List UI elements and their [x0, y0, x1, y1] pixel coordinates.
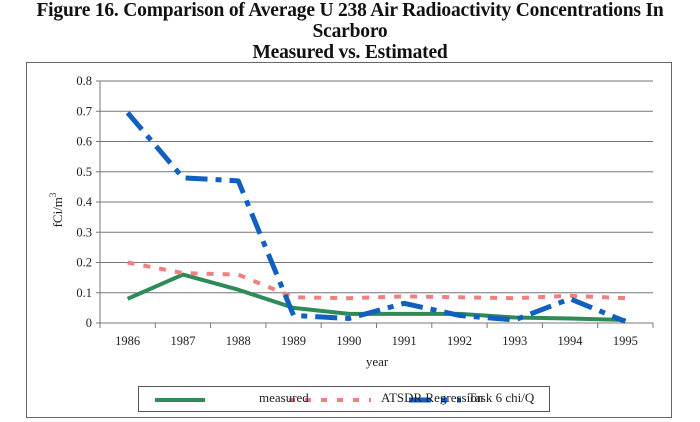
- legend-swatches: [155, 397, 461, 403]
- x-tick-label: 1986: [115, 334, 140, 348]
- x-tick-label: 1989: [281, 334, 306, 348]
- series-lines: [125, 111, 627, 324]
- x-tick-label: 1990: [336, 334, 361, 348]
- series-line-task-6-chi-q: [125, 111, 627, 324]
- x-tick-label: 1987: [170, 334, 195, 348]
- x-tick-label: 1994: [558, 334, 584, 348]
- x-tick-label: 1993: [502, 334, 527, 348]
- axes: [96, 80, 654, 328]
- y-tick-labels: 0 0.1 0.2 0.3 0.4 0.5 0.6 0.7 0.8: [76, 74, 92, 330]
- x-axis-label: year: [366, 354, 389, 369]
- y-tick-label: 0.1: [76, 286, 92, 300]
- x-tick-label: 1991: [392, 334, 417, 348]
- x-tick-labels: 1986 1987 1988 1989 1990 1991 1992 1993 1994 1995: [115, 334, 638, 348]
- y-tick-label: 0.5: [76, 165, 92, 179]
- legend: measured ATSDR Regression Task 6 chi/Q: [138, 386, 550, 412]
- chart-frame: [26, 62, 672, 418]
- y-tick-label: 0: [86, 316, 92, 330]
- legend-label-measured: measured: [259, 390, 309, 405]
- series-line-measured: [126, 272, 626, 322]
- y-tick-label: 0.4: [76, 195, 92, 209]
- y-tick-label: 0.2: [76, 256, 92, 270]
- x-tick-label: 1995: [613, 334, 638, 348]
- title-line-1: Figure 16. Comparison of Average U 238 A…: [36, 0, 664, 42]
- series-line-atsdr-regression: [127, 260, 626, 301]
- y-tick-label: 0.6: [76, 135, 92, 149]
- gridlines: [100, 80, 653, 294]
- y-tick-label: 0.8: [76, 74, 92, 88]
- y-axis-label: fCi/m3: [48, 192, 65, 227]
- legend-label-atsdr: ATSDR Regression: [381, 390, 484, 405]
- x-tick-label: 1988: [226, 334, 251, 348]
- x-tick-label: 1992: [447, 334, 472, 348]
- y-tick-label: 0.7: [76, 104, 92, 118]
- chart-title: Figure 16. Comparison of Average U 238 A…: [0, 0, 700, 63]
- legend-label-task6: Task 6 chi/Q: [468, 390, 535, 405]
- y-tick-label: 0.3: [76, 225, 92, 239]
- title-line-2: Measured vs. Estimated: [252, 42, 448, 63]
